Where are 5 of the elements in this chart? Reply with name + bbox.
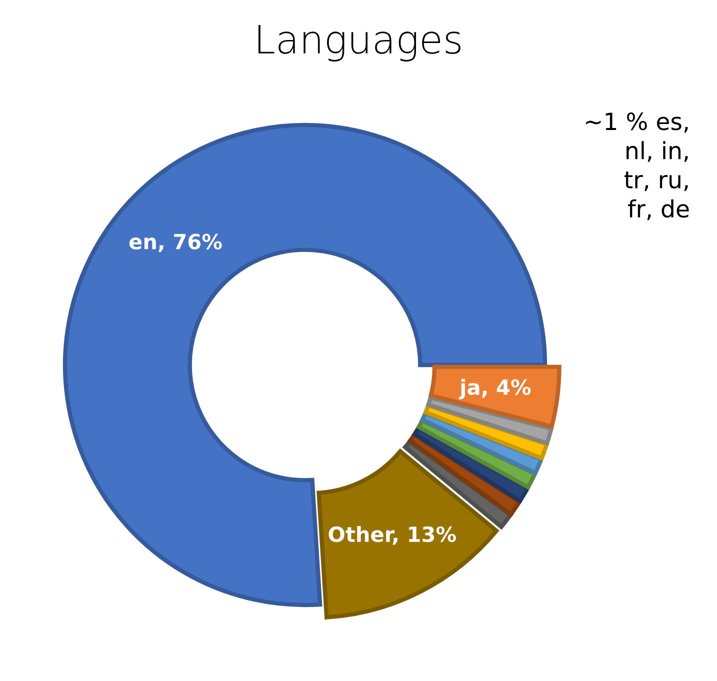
slice-label: ja, 4% bbox=[458, 378, 531, 400]
slice-label: en, 76% bbox=[129, 234, 222, 252]
slice-label: Other, 13% bbox=[328, 526, 456, 545]
chart-title: Languages bbox=[258, 25, 460, 62]
text: ~1 % es, nl, in, tr, ru, fr, de bbox=[586, 112, 689, 220]
